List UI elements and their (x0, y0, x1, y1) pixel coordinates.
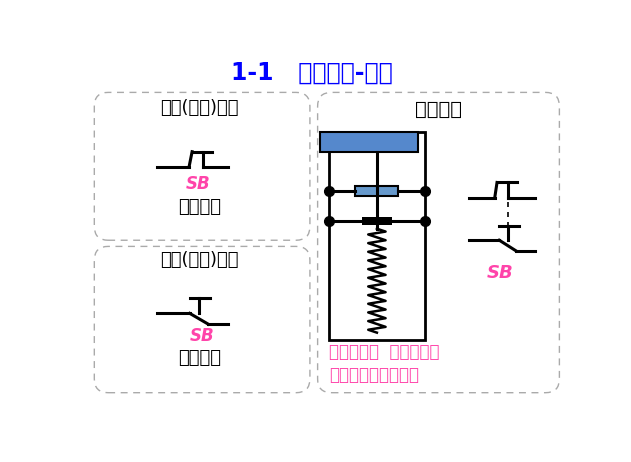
Text: SB: SB (190, 328, 215, 346)
Text: 常闭(动断)按钮: 常闭(动断)按钮 (160, 251, 239, 269)
Bar (362, 217, 392, 225)
Bar (355, 186, 398, 195)
Bar (355, 186, 398, 195)
Text: 电路符号: 电路符号 (179, 349, 221, 367)
Bar (320, 133, 418, 152)
Text: 常开(动合)按钮: 常开(动合)按钮 (160, 99, 239, 117)
Text: 复合按钮：  常开按钮和: 复合按钮： 常开按钮和 (329, 343, 440, 361)
Text: SB: SB (487, 264, 514, 281)
Text: 电路符号: 电路符号 (179, 198, 221, 216)
Text: 复合按钮: 复合按钮 (415, 100, 462, 119)
Text: 1-1   控制器件-按钮: 1-1 控制器件-按钮 (230, 61, 392, 85)
Text: SB: SB (186, 175, 211, 193)
Bar (329, 133, 425, 340)
Text: 常闭按钮做在一起。: 常闭按钮做在一起。 (329, 366, 419, 384)
